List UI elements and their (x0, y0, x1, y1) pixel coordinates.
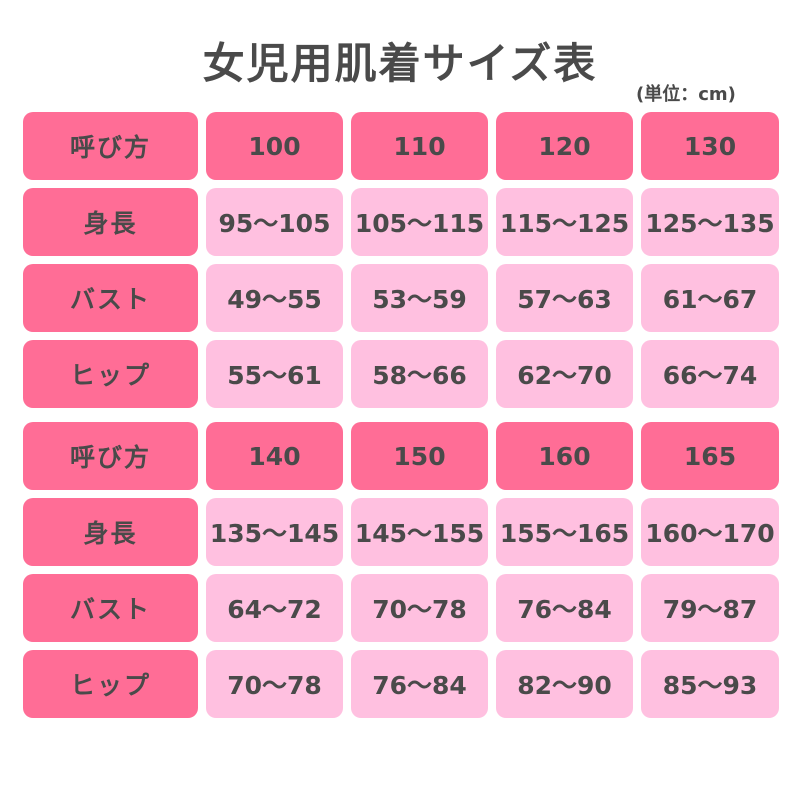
value-cell: 76〜84 (496, 574, 633, 642)
value-cell: 70〜78 (351, 574, 488, 642)
value-cell: 160〜170 (641, 498, 779, 566)
value-cell: 53〜59 (351, 264, 488, 332)
size-table-block: 呼び方 140 150 160 165 身長 135〜145 145〜155 155〜165 16… (23, 422, 779, 718)
value-cell: 115〜125 (496, 188, 633, 256)
row-label-cell: 身長 (23, 498, 198, 566)
row-label-cell: ヒップ (23, 340, 198, 408)
value-cell: 57〜63 (496, 264, 633, 332)
value-cell: 64〜72 (206, 574, 343, 642)
row-label-cell: バスト (23, 574, 198, 642)
value-cell: 82〜90 (496, 650, 633, 718)
size-table: 呼び方 100 110 120 130 身長 95〜105 105〜115 115〜125 125… (23, 112, 779, 718)
header-label-cell: 呼び方 (23, 112, 198, 180)
size-header-cell: 165 (641, 422, 779, 490)
size-table-block: 呼び方 100 110 120 130 身長 95〜105 105〜115 115〜125 125… (23, 112, 779, 408)
row-label-cell: 身長 (23, 188, 198, 256)
value-cell: 58〜66 (351, 340, 488, 408)
value-cell: 155〜165 (496, 498, 633, 566)
value-cell: 70〜78 (206, 650, 343, 718)
value-cell: 49〜55 (206, 264, 343, 332)
value-cell: 61〜67 (641, 264, 779, 332)
size-header-cell: 160 (496, 422, 633, 490)
unit-label: (単位：cm) (636, 84, 736, 105)
value-cell: 55〜61 (206, 340, 343, 408)
size-header-cell: 130 (641, 112, 779, 180)
value-cell: 85〜93 (641, 650, 779, 718)
page-title: 女児用肌着サイズ表 (202, 39, 598, 88)
row-label-cell: バスト (23, 264, 198, 332)
size-header-cell: 100 (206, 112, 343, 180)
size-header-cell: 140 (206, 422, 343, 490)
size-header-cell: 120 (496, 112, 633, 180)
value-cell: 62〜70 (496, 340, 633, 408)
value-cell: 145〜155 (351, 498, 488, 566)
value-cell: 105〜115 (351, 188, 488, 256)
value-cell: 79〜87 (641, 574, 779, 642)
value-cell: 135〜145 (206, 498, 343, 566)
value-cell: 76〜84 (351, 650, 488, 718)
size-header-cell: 150 (351, 422, 488, 490)
value-cell: 125〜135 (641, 188, 779, 256)
value-cell: 66〜74 (641, 340, 779, 408)
row-label-cell: ヒップ (23, 650, 198, 718)
value-cell: 95〜105 (206, 188, 343, 256)
header-label-cell: 呼び方 (23, 422, 198, 490)
size-header-cell: 110 (351, 112, 488, 180)
